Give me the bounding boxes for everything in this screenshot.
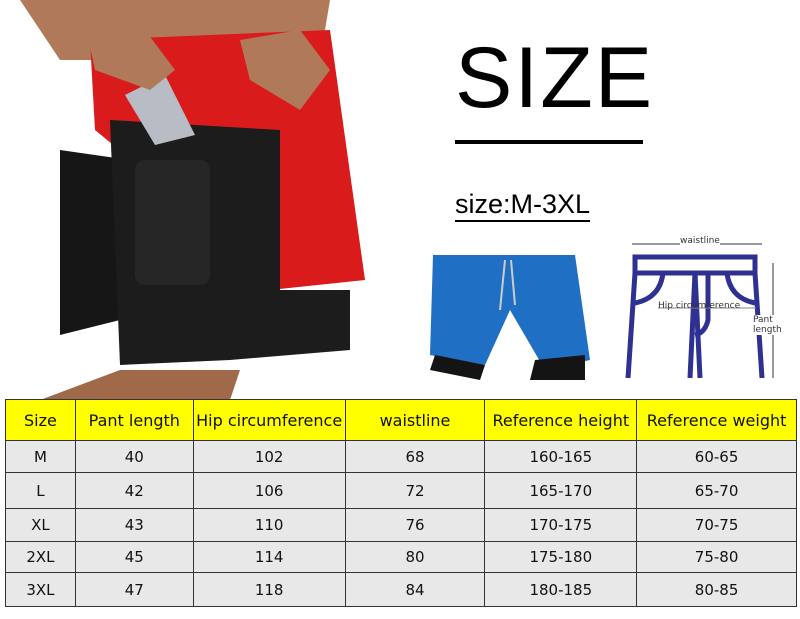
header-waist: waistline	[344, 399, 486, 441]
table-header-row: Size Pant length Hip circumference waist…	[5, 399, 797, 441]
table-cell: 84	[344, 572, 486, 607]
table-cell: 3XL	[5, 572, 76, 607]
table-cell: 170-175	[484, 508, 638, 542]
table-cell: 40	[74, 440, 194, 473]
table-cell: 80	[344, 541, 486, 573]
header-hip: Hip circumference	[192, 399, 346, 441]
model-legs	[40, 370, 240, 400]
size-table: Size Pant length Hip circumference waist…	[5, 399, 797, 607]
phone-pocket	[135, 160, 210, 285]
table-cell: 75-80	[636, 541, 797, 573]
left-hand	[80, 0, 175, 90]
waistline-label: waistline	[680, 236, 720, 246]
length-label: Pant length	[753, 315, 800, 335]
blue-shorts-photo	[430, 255, 590, 380]
table-cell: M	[5, 440, 76, 473]
table-row: XL 43 110 76 170-175 70-75	[5, 508, 797, 542]
table-cell: 60-65	[636, 440, 797, 473]
table-cell: 43	[74, 508, 194, 542]
table-cell: 114	[192, 541, 346, 573]
table-cell: 42	[74, 472, 194, 509]
hip-label: Hip circumference	[658, 301, 741, 311]
black-outer-shorts-side	[60, 150, 130, 335]
model-photo	[0, 0, 420, 400]
header-pant-length: Pant length	[74, 399, 194, 441]
table-cell: 72	[344, 472, 486, 509]
page-title: SIZE	[455, 30, 655, 126]
table-cell: 65-70	[636, 472, 797, 509]
table-cell: XL	[5, 508, 76, 542]
header-size: Size	[5, 399, 76, 441]
table-cell: 47	[74, 572, 194, 607]
table-cell: 180-185	[484, 572, 638, 607]
table-cell: 2XL	[5, 541, 76, 573]
table-cell: 175-180	[484, 541, 638, 573]
table-row: 2XL 45 114 80 175-180 75-80	[5, 541, 797, 573]
table-row: M 40 102 68 160-165 60-65	[5, 440, 797, 473]
header-weight: Reference weight	[636, 399, 797, 441]
table-cell: 76	[344, 508, 486, 542]
phone	[125, 75, 195, 145]
table-row: L 42 106 72 165-170 65-70	[5, 472, 797, 509]
size-range: size:M-3XL	[455, 189, 591, 222]
table-cell: 160-165	[484, 440, 638, 473]
table-cell: 106	[192, 472, 346, 509]
table-cell: 102	[192, 440, 346, 473]
table-cell: 68	[344, 440, 486, 473]
table-cell: 80-85	[636, 572, 797, 607]
table-cell: 110	[192, 508, 346, 542]
table-cell: 118	[192, 572, 346, 607]
title-underline	[455, 140, 643, 144]
table-cell: L	[5, 472, 76, 509]
table-cell: 165-170	[484, 472, 638, 509]
table-row: 3XL 47 118 84 180-185 80-85	[5, 572, 797, 607]
table-cell: 45	[74, 541, 194, 573]
right-hand	[240, 30, 330, 110]
table-cell: 70-75	[636, 508, 797, 542]
header-height: Reference height	[484, 399, 638, 441]
